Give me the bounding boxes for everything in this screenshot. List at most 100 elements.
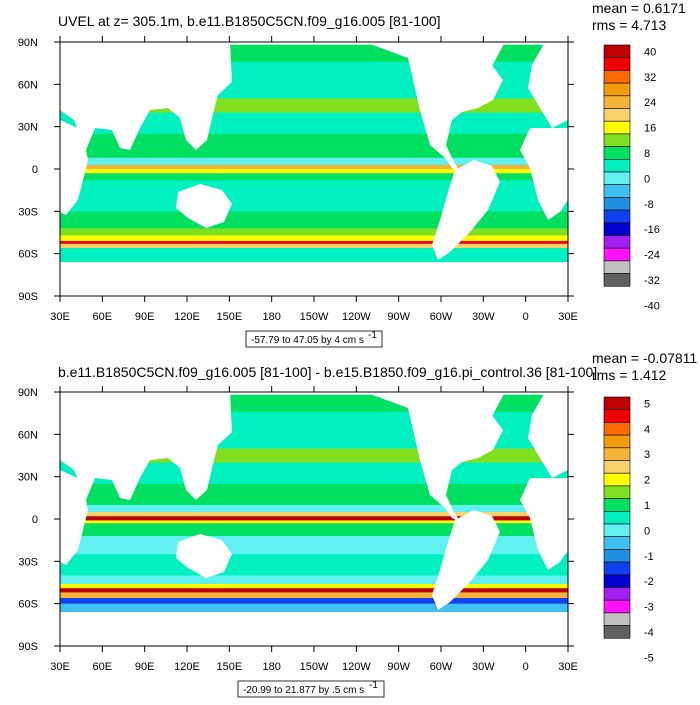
panel-2-rms: rms = 1.412 <box>592 367 667 383</box>
eurasia-landmass <box>60 392 232 500</box>
colorbar-cell <box>603 523 631 537</box>
panel-1-axes: 30E 60E 90E 120E 150E 180 150W 120W 90W 60W 30W 0 30… <box>18 36 578 323</box>
data-band-10 <box>60 157 568 165</box>
panel-2-colorbar: 5 4 3 2 1 0 -1 -2 -3 -4 -5 <box>603 396 654 664</box>
colorbar-label: 0 <box>644 173 650 185</box>
colorbar-cell <box>603 44 631 58</box>
x-tick-label: 30E <box>50 311 70 323</box>
colorbar-label: 40 <box>644 46 656 58</box>
colorbar-cell <box>603 536 631 550</box>
y-tick-label: 30S <box>18 556 38 568</box>
data-band-9 <box>60 520 568 524</box>
colorbar-cell <box>603 599 631 614</box>
data-band-2 <box>60 239 568 244</box>
colorbar-cell <box>603 197 631 211</box>
x-tick-label: 120E <box>174 661 200 673</box>
panel-2-axes: 30E 60E 90E 120E 150E 180 150W 120W 90W 60W 30W 0 30… <box>18 386 578 673</box>
y-tick-label: 60S <box>18 599 38 611</box>
x-tick-label: 30W <box>472 661 495 673</box>
colorbar-cell <box>603 561 631 576</box>
data-band-1 <box>60 242 568 249</box>
africa-west-landmass <box>60 120 88 215</box>
africa-west-landmass <box>60 470 88 565</box>
north-america-landmass <box>185 390 503 522</box>
colorbar-label: -2 <box>644 576 654 588</box>
panel-1-map: 30E 60E 90E 120E 150E 180 150W 120W 90W 60W 30W 0 30… <box>18 36 578 323</box>
y-tick-label: 60S <box>18 249 38 261</box>
x-tick-label: 30E <box>558 311 578 323</box>
x-tick-label: 120W <box>342 661 371 673</box>
colorbar-cell <box>603 625 631 639</box>
panel-2-contour-box: -20.99 to 21.877 by .5 cm s -1 <box>237 680 385 698</box>
colorbar-cell <box>603 70 631 84</box>
colorbar-cell <box>603 247 631 262</box>
panel-2-contour-text: -20.99 to 21.877 by .5 cm s <box>243 685 364 696</box>
south-america-landmass <box>432 160 500 260</box>
y-tick-label: 30S <box>18 206 38 218</box>
y-tick-label: 30N <box>18 122 38 134</box>
colorbar-label: 8 <box>644 148 650 160</box>
greenland-landmass <box>420 392 505 445</box>
panel-1-land <box>60 40 568 296</box>
x-tick-label: 150W <box>300 661 329 673</box>
colorbar-cell <box>603 485 631 499</box>
colorbar-label: -16 <box>644 224 660 236</box>
x-tick-label: 30E <box>50 661 70 673</box>
x-tick-label: 150E <box>216 661 242 673</box>
greenland-landmass <box>420 42 505 95</box>
colorbar-cell <box>603 260 631 274</box>
x-tick-label: 120W <box>342 311 371 323</box>
colorbar-label: -40 <box>644 300 660 312</box>
data-band-7 <box>60 173 568 181</box>
colorbar-label: -1 <box>644 551 654 563</box>
colorbar-cell <box>603 108 631 122</box>
y-tick-label: 30N <box>18 472 38 484</box>
south-america-landmass <box>432 510 500 610</box>
data-band-5 <box>60 575 568 584</box>
africa-landmass <box>520 128 568 220</box>
data-band-6 <box>60 554 568 576</box>
colorbar-cell <box>603 57 631 71</box>
colorbar-cell <box>603 235 631 249</box>
colorbar-label: 3 <box>644 449 650 461</box>
panel-1-contour-text: -57.79 to 47.05 by 4 cm s <box>251 335 364 346</box>
panel-1-contour-sup: -1 <box>368 330 377 341</box>
panel-2-contour-sup: -1 <box>369 680 378 691</box>
x-tick-label: 60E <box>93 311 113 323</box>
colorbar-cell <box>603 472 631 487</box>
colorbar-cell <box>603 409 631 423</box>
data-band-4 <box>60 228 568 236</box>
colorbar-cell <box>603 587 631 601</box>
data-band-11 <box>60 511 568 517</box>
x-tick-label: 150E <box>216 311 242 323</box>
panel-1-title: UVEL at z= 305.1m, b.e11.B1850C5CN.f09_g… <box>58 13 441 29</box>
x-tick-label: 90W <box>387 661 410 673</box>
data-band-12 <box>60 504 568 512</box>
data-band-13 <box>60 483 568 505</box>
eurasia-west-landmass <box>528 42 568 128</box>
x-tick-label: 180 <box>262 311 280 323</box>
colorbar-label: -3 <box>644 602 654 614</box>
eurasia-landmass <box>60 42 232 150</box>
colorbar-cell <box>603 133 631 147</box>
panel-1-contour-box: -57.79 to 47.05 by 4 cm s -1 <box>245 330 383 348</box>
x-tick-label: 60W <box>430 661 453 673</box>
colorbar-cell <box>603 460 631 474</box>
data-band-9 <box>60 164 568 169</box>
y-tick-label: 0 <box>32 514 38 526</box>
colorbar-cell <box>603 120 631 135</box>
colorbar-label: 16 <box>644 123 656 135</box>
x-tick-label: 180 <box>262 661 280 673</box>
x-tick-label: 0 <box>523 311 529 323</box>
y-tick-label: 90S <box>18 641 38 653</box>
x-tick-label: 90W <box>387 311 410 323</box>
data-band-2 <box>60 592 568 599</box>
colorbar-label: -8 <box>644 199 654 211</box>
colorbar-cell <box>603 146 631 160</box>
colorbar-cell <box>603 434 631 449</box>
colorbar-label: -24 <box>644 250 660 262</box>
panel-1: UVEL at z= 305.1m, b.e11.B1850C5CN.f09_g… <box>18 0 686 348</box>
australia-landmass <box>176 534 232 578</box>
y-tick-label: 0 <box>32 164 38 176</box>
